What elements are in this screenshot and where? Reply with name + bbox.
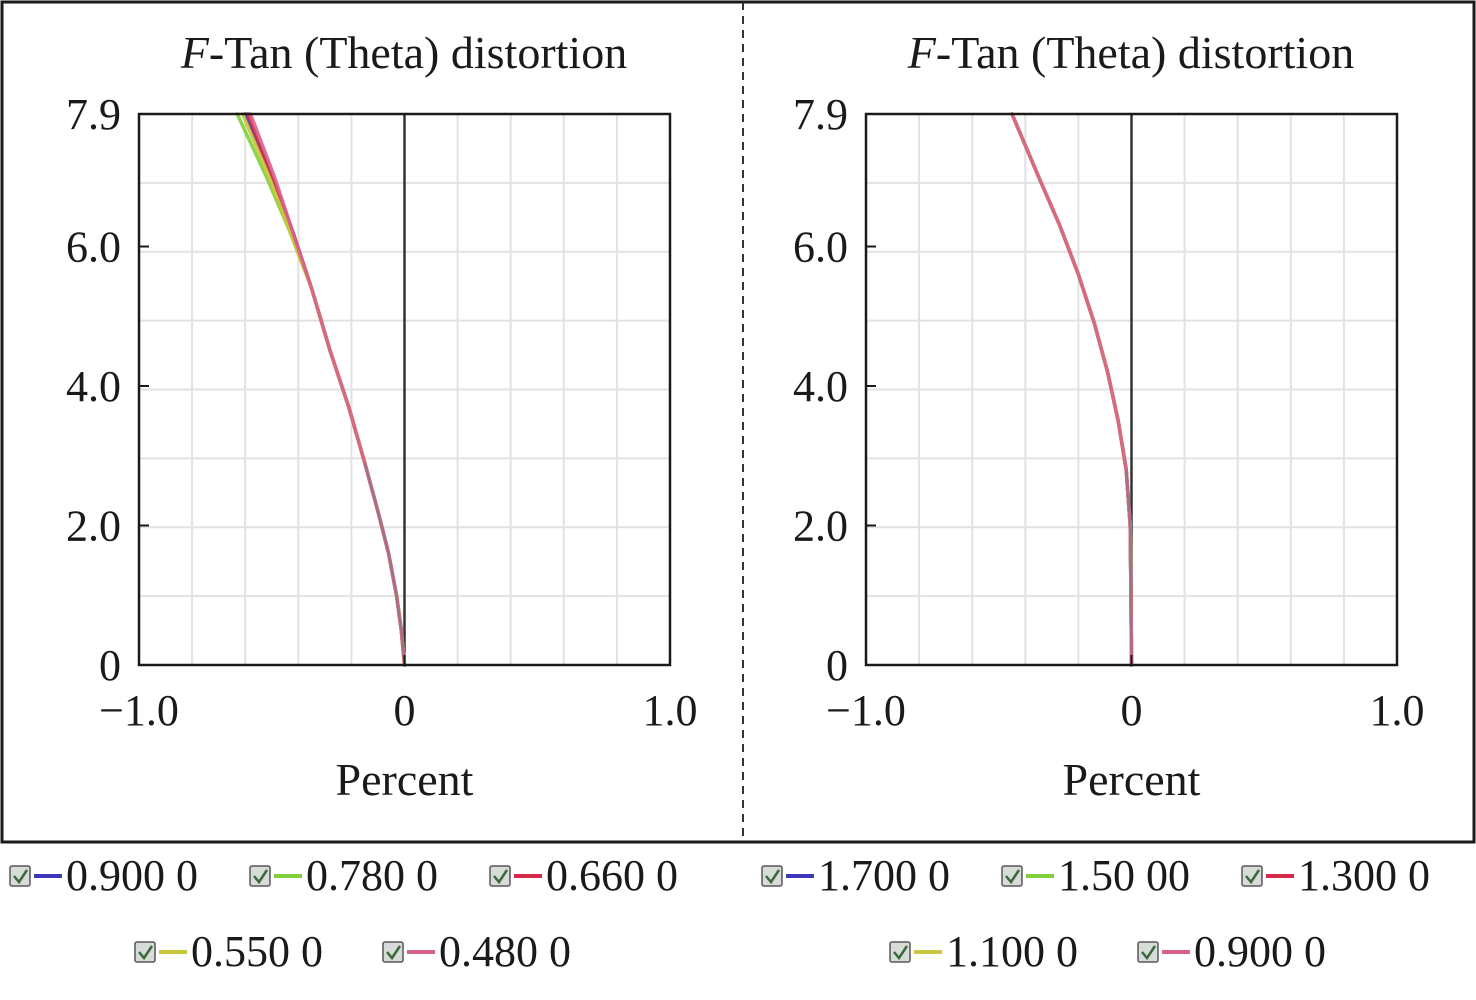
legend-checkbox-icon: [1241, 865, 1263, 887]
legend-check-icon: [1005, 869, 1021, 885]
y-tick-label: 2.0: [793, 502, 848, 551]
y-tick-label: 6.0: [793, 223, 848, 272]
legend-label: 1.100 0: [946, 927, 1078, 976]
legend-item: 1.100 0: [889, 927, 1078, 976]
legend-item: 0.900 0: [1137, 927, 1326, 976]
legend-item: 0.660 0: [489, 851, 678, 900]
legend-checkbox-icon: [9, 865, 31, 887]
legend-item: 1.300 0: [1241, 851, 1430, 900]
legend-checkbox-icon: [489, 865, 511, 887]
series-group: [235, 112, 407, 667]
legend-check-icon: [138, 945, 154, 961]
legend-label: 1.700 0: [818, 851, 950, 900]
figure-frame: [0, 0, 1476, 844]
legend-label: 1.300 0: [1298, 851, 1430, 900]
legend-check-icon: [1245, 869, 1261, 885]
legend-item: 0.480 0: [382, 927, 571, 976]
legend-checkbox-icon: [761, 865, 783, 887]
legend-checkbox-icon: [249, 865, 271, 887]
chart-title-rest: -Tan (Theta) distortion: [936, 27, 1354, 78]
chart-right: 02.04.06.07.9−1.0 0 1.0F-Tan (Theta) disto…: [761, 27, 1430, 976]
legend-label: 0.660 0: [546, 851, 678, 900]
y-tick-label: 2.0: [66, 502, 121, 551]
legend-label: 0.480 0: [439, 927, 571, 976]
legend-item: 0.550 0: [134, 927, 323, 976]
chart-title: F-Tan (Theta) distortion: [180, 27, 627, 78]
legend-checkbox-icon: [1001, 865, 1023, 887]
chart-title-rest: -Tan (Theta) distortion: [209, 27, 627, 78]
legend-label: 0.780 0: [306, 851, 438, 900]
y-tick-label: 4.0: [66, 362, 121, 411]
legend-checkbox-icon: [134, 941, 156, 963]
series-group: [1010, 112, 1134, 667]
legend-check-icon: [493, 869, 509, 885]
series-overlap-line: [1125, 469, 1133, 666]
legend-item: 0.780 0: [249, 851, 438, 900]
x-tick-label: 0: [1121, 686, 1143, 735]
legend-checkbox-icon: [1137, 941, 1159, 963]
legend-checkbox-icon: [382, 941, 404, 963]
legend-item: 0.900 0: [9, 851, 198, 900]
y-tick-label: 0: [826, 641, 848, 690]
chart-left: 02.04.06.07.9−1.0 0 1.0F-Tan (Theta) disto…: [9, 27, 698, 976]
x-tick-label: 1.0: [1370, 686, 1425, 735]
x-axis-label: Percent: [1063, 754, 1201, 805]
legend-check-icon: [765, 869, 781, 885]
legend-item: 1.700 0: [761, 851, 950, 900]
chart-title-prefix: F: [180, 27, 210, 78]
y-tick-label: 7.9: [793, 90, 848, 139]
legend-label: 0.900 0: [1194, 927, 1326, 976]
x-tick-label: −1.0: [99, 686, 179, 735]
chart-title-prefix: F: [907, 27, 937, 78]
legend-check-icon: [253, 869, 269, 885]
series-overlap-line: [363, 462, 406, 666]
legend-check-icon: [893, 945, 909, 961]
legend-label: 0.900 0: [66, 851, 198, 900]
legend-label: 0.550 0: [191, 927, 323, 976]
y-tick-label: 4.0: [793, 362, 848, 411]
y-tick-label: 6.0: [66, 223, 121, 272]
legend-check-icon: [1141, 945, 1157, 961]
y-tick-label: 0: [99, 641, 121, 690]
chart-title: F-Tan (Theta) distortion: [907, 27, 1354, 78]
legend-label: 1.50 00: [1058, 851, 1190, 900]
x-tick-label: 1.0: [643, 686, 698, 735]
x-tick-label: −1.0: [826, 686, 906, 735]
legend-item: 1.50 00: [1001, 851, 1190, 900]
x-tick-label: 0: [394, 686, 416, 735]
legend-check-icon: [386, 945, 402, 961]
x-axis-label: Percent: [336, 754, 474, 805]
y-tick-label: 7.9: [66, 90, 121, 139]
legend-checkbox-icon: [889, 941, 911, 963]
legend-check-icon: [13, 869, 29, 885]
